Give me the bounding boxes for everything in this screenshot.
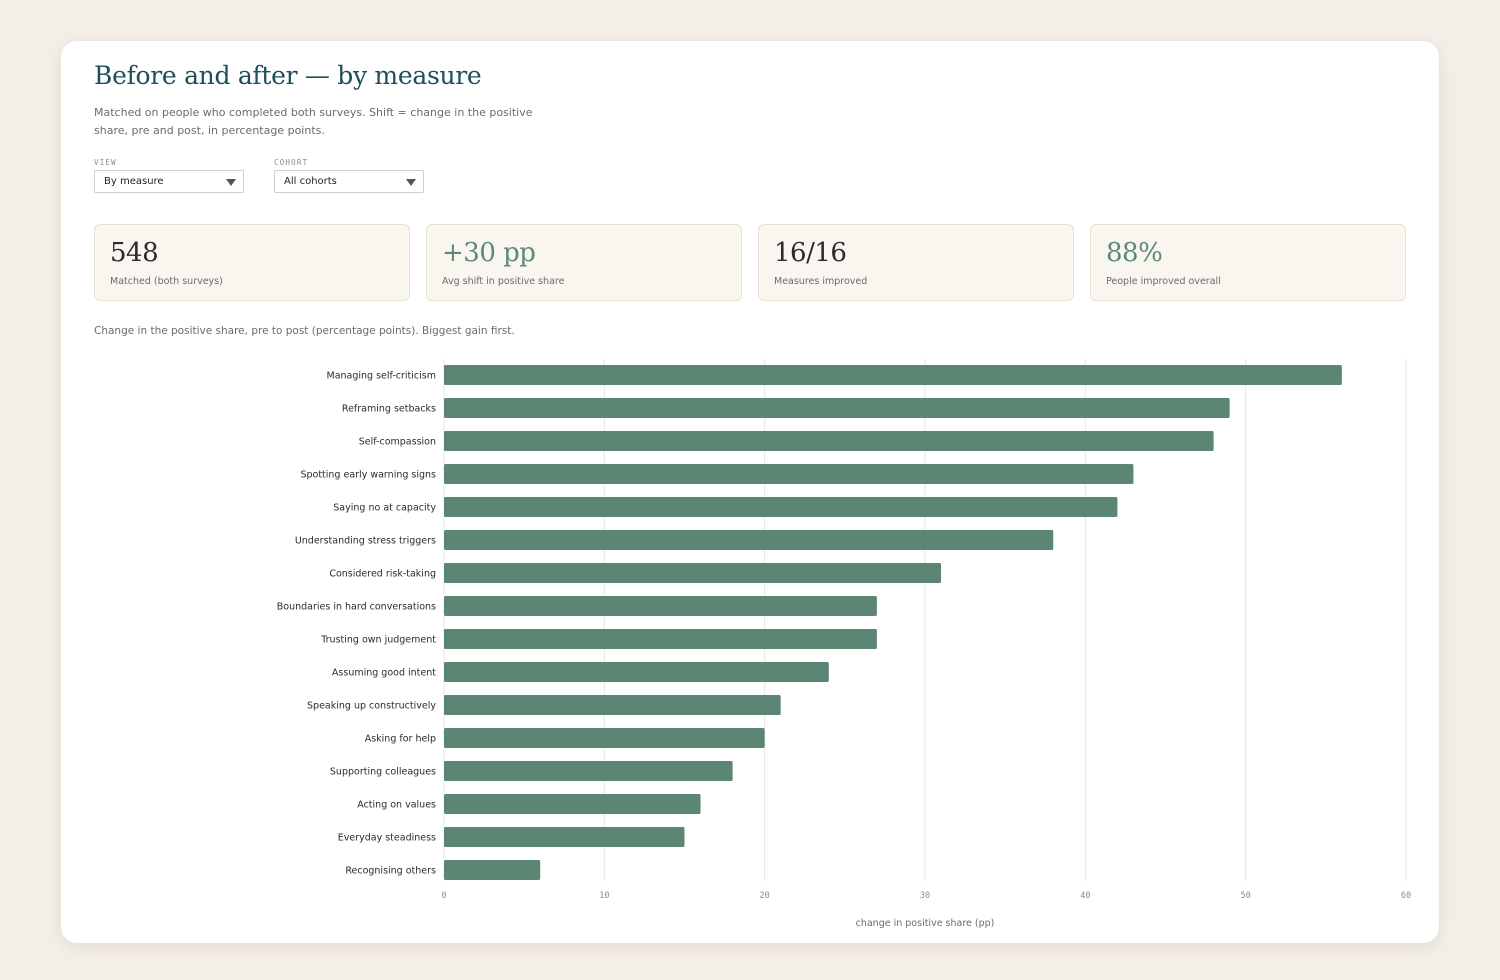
category-label: Saying no at capacity [333, 503, 436, 514]
bar [444, 860, 541, 880]
category-label: Acting on values [357, 800, 436, 811]
bar-chart: 0 10 20 30 40 50 60 Managing self-criticism Refr… [277, 359, 1411, 929]
bar [444, 596, 877, 616]
category-label: Reframing setbacks [342, 404, 436, 415]
bar [444, 695, 781, 715]
bar [444, 464, 1134, 484]
cohort-select[interactable]: All cohorts [274, 170, 424, 193]
category-label: Assuming good intent [332, 668, 436, 679]
bar [444, 563, 942, 583]
chart-caption: Change in the positive share, pre to pos… [94, 325, 515, 337]
bar [444, 365, 1342, 385]
category-label: Spotting early warning signs [300, 470, 436, 481]
x-tick-label: 60 [1401, 891, 1411, 901]
page-title: Before and after — by measure [94, 61, 482, 90]
x-tick-label: 20 [760, 891, 770, 901]
view-select-value: By measure [104, 176, 164, 187]
bar [444, 497, 1118, 517]
category-label: Boundaries in hard conversations [277, 602, 436, 613]
view-label: VIEW [94, 158, 117, 167]
category-label: Recognising others [345, 866, 436, 877]
category-label: Managing self-criticism [327, 371, 437, 382]
kpi-value: 88% [1106, 238, 1163, 268]
kpi-label: People improved overall [1106, 276, 1221, 287]
kpi-label: Matched (both surveys) [110, 276, 223, 287]
category-label: Everyday steadiness [338, 833, 436, 844]
bar [444, 629, 877, 649]
bar [444, 662, 829, 682]
bar [444, 530, 1054, 550]
kpi-card-measures-improved: 16/16 Measures improved [758, 224, 1074, 301]
bar [444, 794, 701, 814]
dashboard-card: Before and after — by measure Matched on… [61, 41, 1439, 943]
view-control: VIEW By measure [94, 158, 244, 193]
category-label: Understanding stress triggers [295, 536, 436, 547]
category-label: Considered risk-taking [329, 569, 436, 580]
category-label: Supporting colleagues [330, 767, 436, 778]
x-tick-label: 10 [599, 891, 609, 901]
kpi-label: Avg shift in positive share [442, 276, 565, 287]
category-label: Asking for help [365, 734, 436, 745]
x-tick-label: 40 [1080, 891, 1090, 901]
page-subtitle: Matched on people who completed both sur… [94, 106, 533, 137]
kpi-value: 548 [110, 238, 159, 268]
bar [444, 398, 1230, 418]
bar [444, 761, 733, 781]
category-label: Speaking up constructively [307, 701, 436, 712]
kpi-value: +30 pp [442, 238, 536, 268]
x-tick-label: 0 [441, 891, 446, 901]
cohort-label: COHORT [274, 158, 309, 167]
kpi-label: Measures improved [774, 276, 868, 287]
bar [444, 827, 685, 847]
kpi-value: 16/16 [774, 238, 847, 268]
cohort-select-value: All cohorts [284, 176, 337, 187]
chevron-down-icon [226, 179, 236, 186]
kpi-card-matched: 548 Matched (both surveys) [94, 224, 410, 301]
category-label: Trusting own judgement [320, 635, 436, 646]
x-axis-title: change in positive share (pp) [856, 918, 995, 929]
x-tick-label: 50 [1241, 891, 1251, 901]
category-label: Self-compassion [359, 437, 436, 448]
x-tick-label: 30 [920, 891, 930, 901]
bar [444, 431, 1214, 451]
bar [444, 728, 765, 748]
chevron-down-icon [406, 179, 416, 186]
kpi-card-avg-shift: +30 pp Avg shift in positive share [426, 224, 742, 301]
kpi-card-people-improved: 88% People improved overall [1090, 224, 1406, 301]
view-select[interactable]: By measure [94, 170, 244, 193]
cohort-control: COHORT All cohorts [274, 158, 424, 193]
